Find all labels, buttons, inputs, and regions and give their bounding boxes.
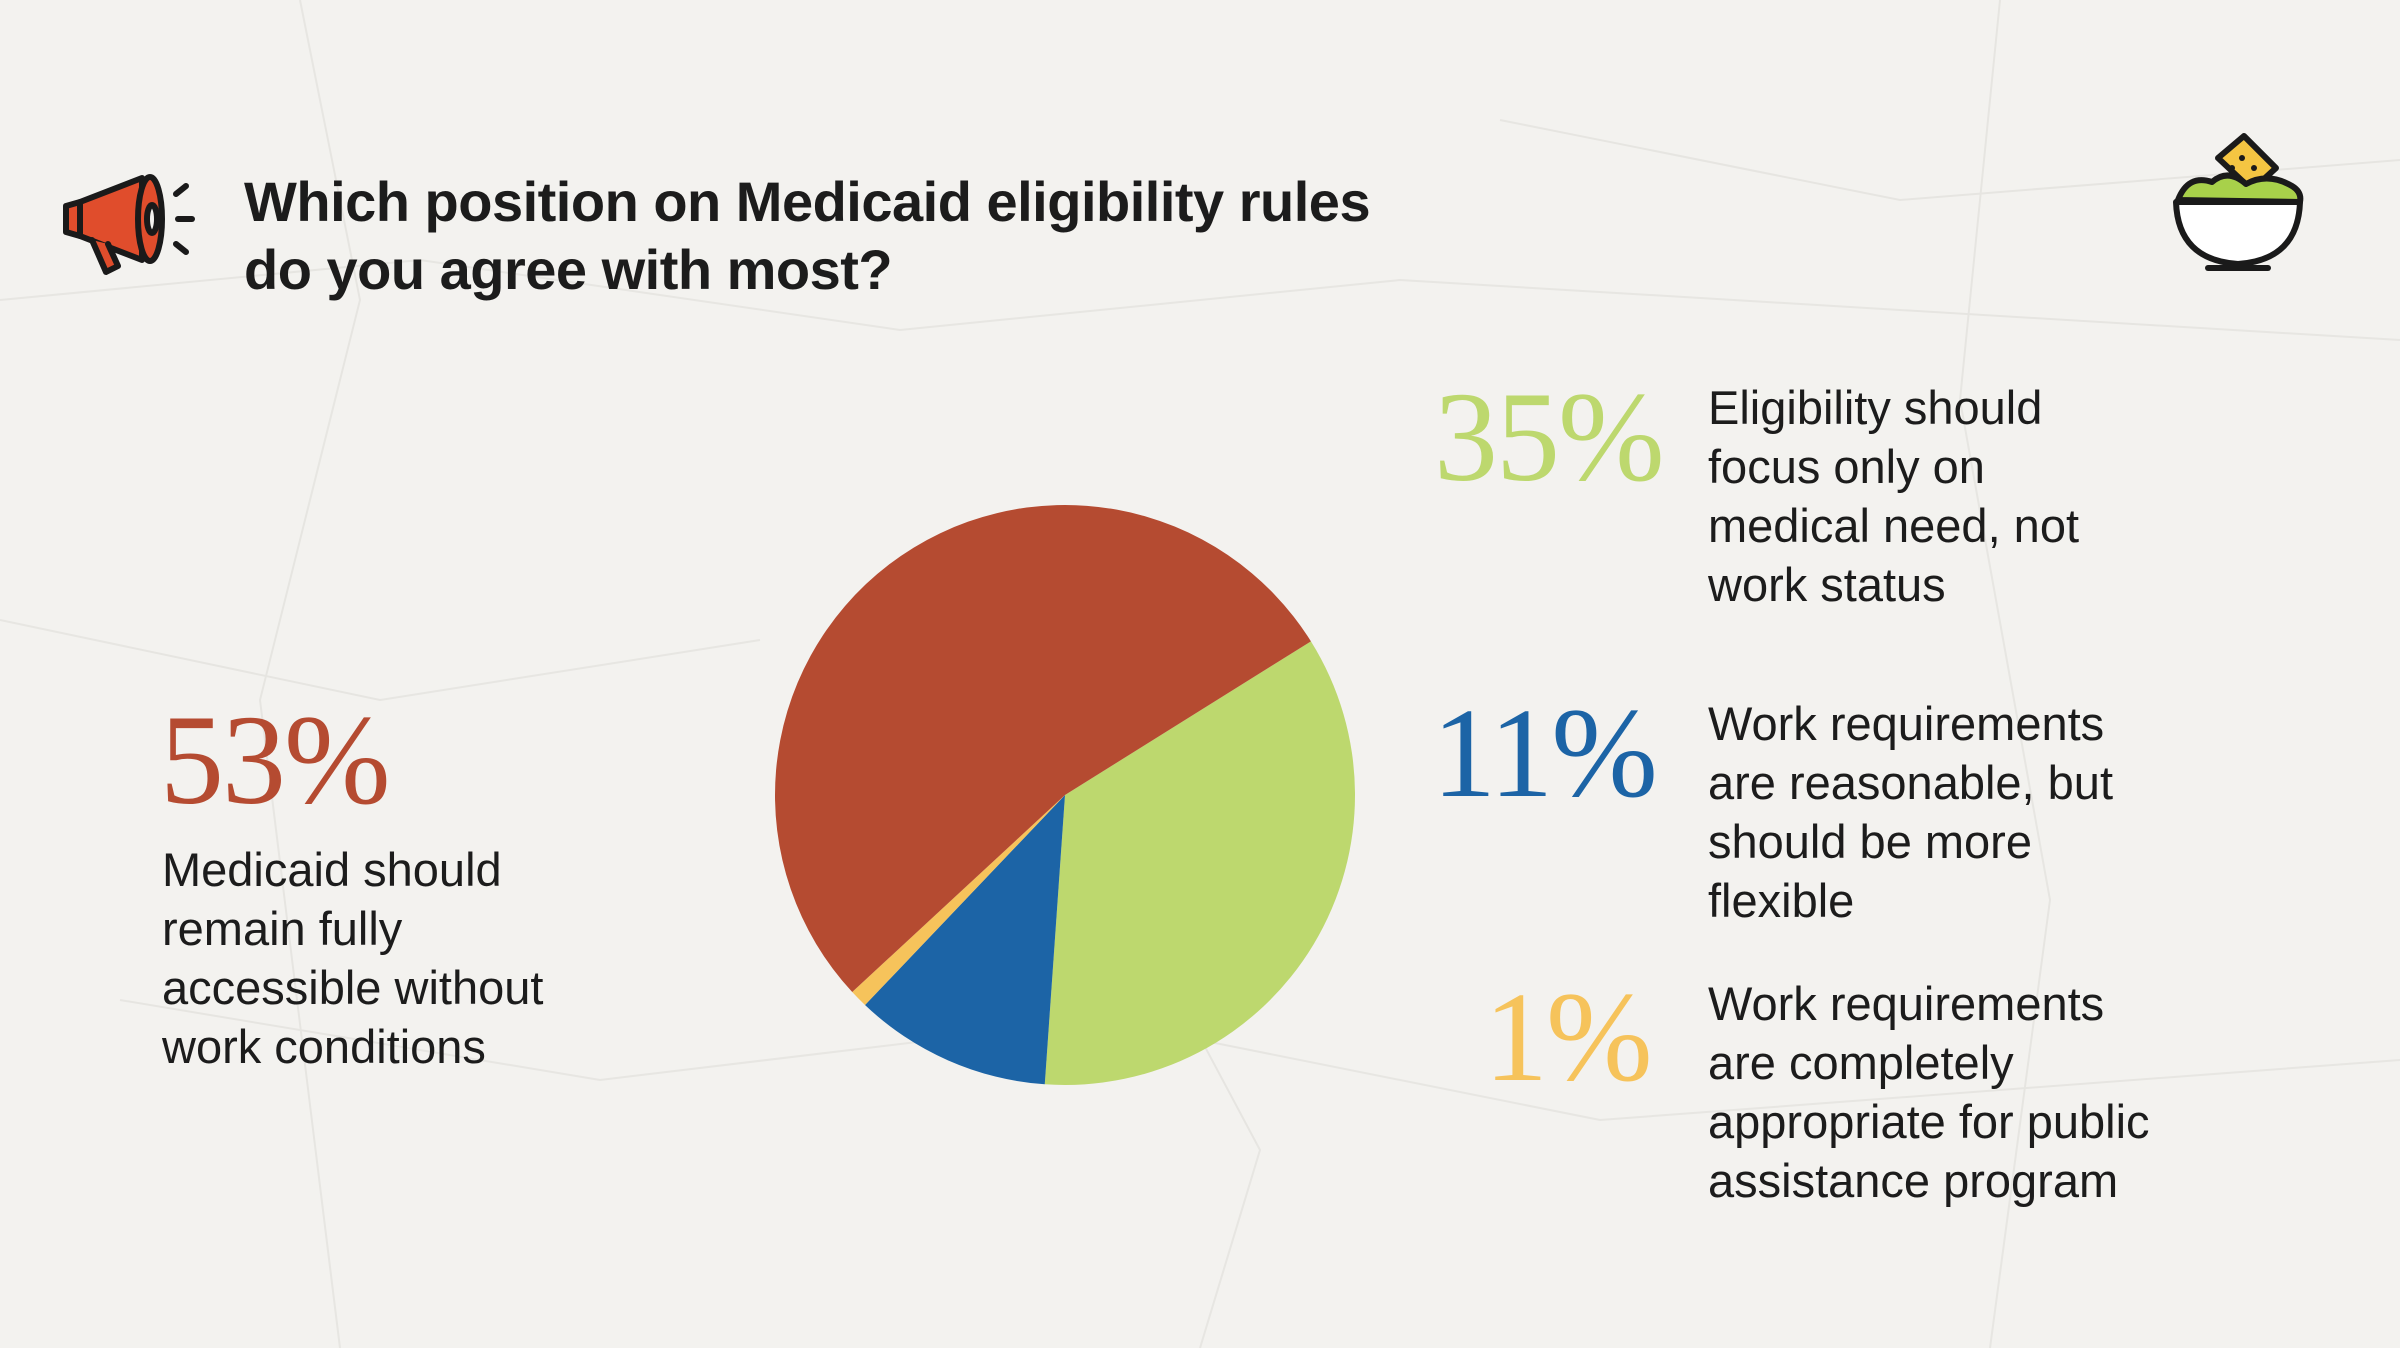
slice-more-flexible [865, 795, 1065, 1085]
desc-line: Medicaid should [162, 843, 502, 896]
desc-line: appropriate for public [1708, 1095, 2150, 1148]
desc-line: remain fully [162, 902, 403, 955]
desc-line: are reasonable, but [1708, 756, 2114, 809]
slice-fully-accessible [775, 505, 1311, 993]
desc-line: flexible [1708, 874, 1855, 927]
pie-chart [775, 505, 1355, 1085]
desc-line: assistance program [1708, 1154, 2119, 1207]
megaphone-icon [58, 160, 208, 280]
slice-completely-appropriate [852, 795, 1065, 1006]
desc-line: focus only on [1708, 440, 1985, 493]
pct-label-completely-appropriate: 1% [1484, 966, 1653, 1108]
pct-label-medical-need: 35% [1434, 366, 1665, 508]
page-title: Which position on Medicaid eligibility r… [244, 168, 1544, 304]
desc-line: work conditions [162, 1020, 486, 1073]
desc-line: Eligibility should [1708, 381, 2043, 434]
pct-label-fully-accessible: 53% [160, 689, 391, 831]
desc-line: accessible without [162, 961, 544, 1014]
desc-fully-accessible: Medicaid should remain fully accessible … [162, 840, 543, 1076]
desc-completely-appropriate: Work requirements are completely appropr… [1708, 974, 2150, 1210]
desc-line: Work requirements [1708, 977, 2105, 1030]
pct-label-more-flexible: 11% [1432, 682, 1658, 824]
title-line-1: Which position on Medicaid eligibility r… [244, 170, 1371, 233]
desc-line: Work requirements [1708, 697, 2105, 750]
desc-line: are completely [1708, 1036, 2014, 1089]
desc-more-flexible: Work requirements are reasonable, but sh… [1708, 694, 2113, 930]
desc-medical-need: Eligibility should focus only on medical… [1708, 378, 2079, 614]
guacamole-bowl-icon [2168, 128, 2308, 278]
desc-line: should be more [1708, 815, 2032, 868]
title-line-2: do you agree with most? [244, 238, 893, 301]
desc-line: medical need, not [1708, 499, 2080, 552]
slice-medical-need [1044, 641, 1355, 1085]
desc-line: work status [1708, 558, 1946, 611]
